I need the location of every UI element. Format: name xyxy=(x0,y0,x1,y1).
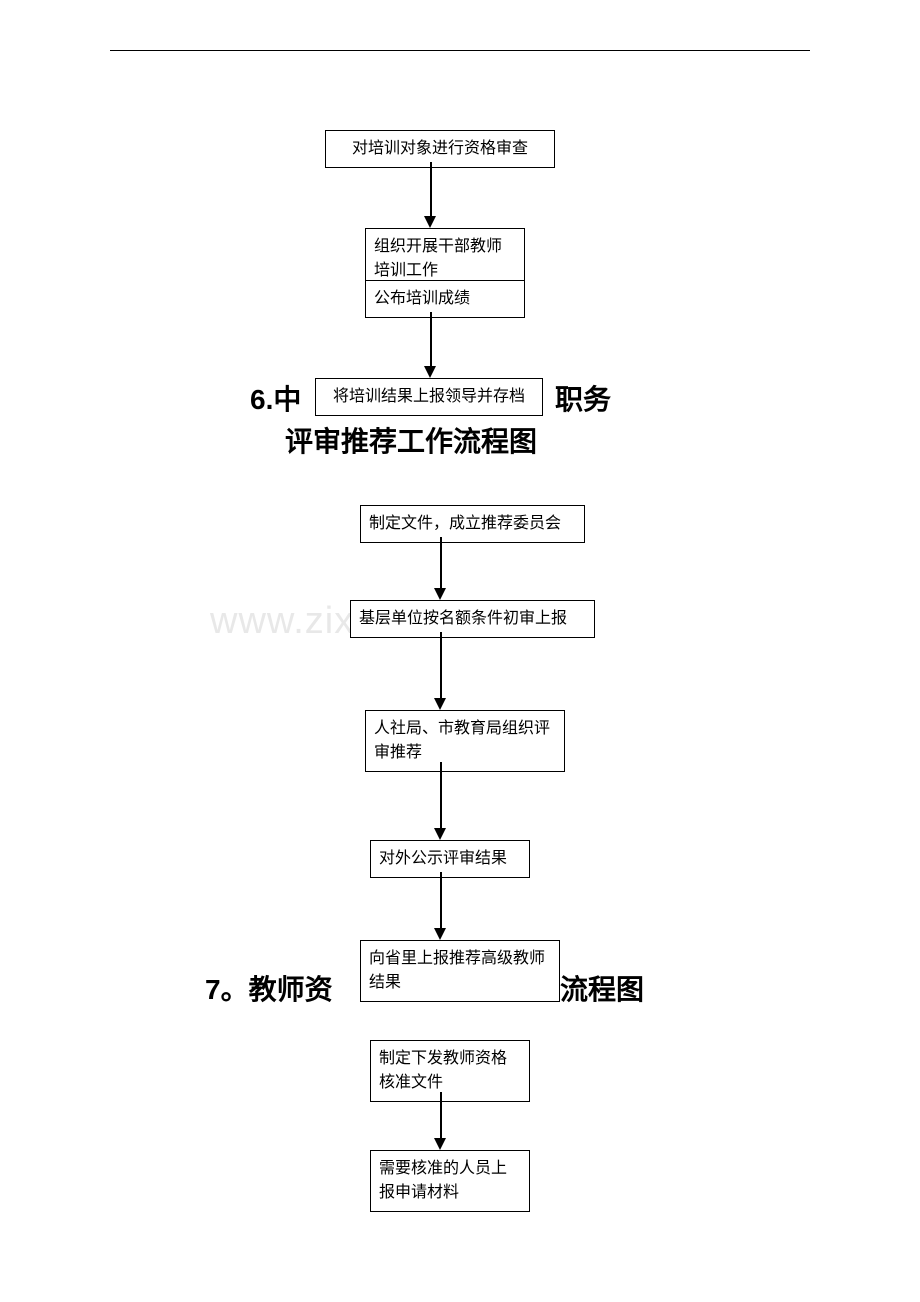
fc2-box-committee: 制定文件，成立推荐委员会 xyxy=(360,505,585,543)
fc2-box1-text: 制定文件，成立推荐委员会 xyxy=(369,515,561,532)
fc2-box-organize-review: 人社局、市教育局组织评审推荐 xyxy=(365,710,565,772)
fc2-box5-text: 向省里上报推荐高级教师结果 xyxy=(369,950,545,991)
fc1-box3-text: 公布培训成绩 xyxy=(374,290,470,307)
heading-6-line2: 评审推荐工作流程图 xyxy=(285,420,537,460)
fc3-box2-text: 需要核准的人员上报申请材料 xyxy=(379,1160,507,1201)
heading-7-pre: 7。教师资 xyxy=(205,968,333,1008)
fc1-box1-text: 对培训对象进行资格审查 xyxy=(352,140,528,157)
fc1-box-qualification: 对培训对象进行资格审查 xyxy=(325,130,555,168)
fc2-box-publicize: 对外公示评审结果 xyxy=(370,840,530,878)
fc2-box3-text: 人社局、市教育局组织评审推荐 xyxy=(374,720,550,761)
fc2-box-report-province: 向省里上报推荐高级教师结果 xyxy=(360,940,560,1002)
fc1-box4-text: 将培训结果上报领导并存档 xyxy=(333,388,525,405)
heading-6-line1-pre: 6.中 xyxy=(250,378,301,418)
fc3-box1-text: 制定下发教师资格核准文件 xyxy=(379,1050,507,1091)
fc3-box-apply: 需要核准的人员上报申请材料 xyxy=(370,1150,530,1212)
fc1-box2-text: 组织开展干部教师培训工作 xyxy=(374,238,502,279)
fc3-box-document: 制定下发教师资格核准文件 xyxy=(370,1040,530,1102)
header-rule xyxy=(110,50,810,51)
fc2-box4-text: 对外公示评审结果 xyxy=(379,850,507,867)
fc2-box-initial-review: 基层单位按名额条件初审上报 xyxy=(350,600,595,638)
fc1-box-publish: 公布培训成绩 xyxy=(365,280,525,318)
fc2-box2-text: 基层单位按名额条件初审上报 xyxy=(359,610,567,627)
fc1-box-report: 将培训结果上报领导并存档 xyxy=(315,378,543,416)
heading-7-post: 流程图 xyxy=(560,968,644,1008)
heading-6-line1-post: 职务 xyxy=(555,378,611,418)
